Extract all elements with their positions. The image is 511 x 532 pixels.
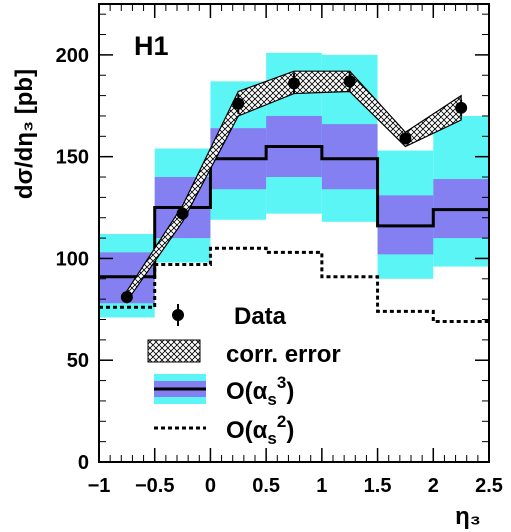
legend-data-label: Data: [234, 303, 287, 330]
y-tick-label: 50: [67, 350, 89, 372]
y-tick-label: 200: [56, 45, 89, 67]
y-axis-ticks: 0 50 100 150 200: [56, 13, 489, 474]
x-tick-label: 0.5: [252, 475, 280, 497]
data-point: [343, 71, 356, 92]
data-point: [288, 73, 300, 94]
x-axis-label: η₃: [455, 503, 481, 530]
x-tick-label: 1.5: [364, 475, 392, 497]
lo-histogram-line: [99, 246, 489, 324]
data-point: [455, 99, 468, 116]
chart-title: H1: [134, 31, 169, 61]
x-tick-label: −0.5: [135, 475, 174, 497]
legend-lo-label: O(αs2): [226, 412, 294, 448]
x-axis-ticks: −1 −0.5 0 0.5 1 1.5 2 2.5: [88, 4, 503, 497]
y-tick-label: 100: [56, 248, 89, 270]
data-point: [232, 93, 245, 114]
nlo-inner-band-bin: [321, 124, 378, 190]
data-points: [120, 71, 468, 304]
legend-corr-label: corr. error: [226, 341, 341, 368]
x-tick-label: 1: [316, 475, 327, 497]
legend-data-marker: [172, 304, 184, 326]
x-tick-label: 0: [205, 475, 216, 497]
legend: Data corr. error O(αs3) O(αs2): [147, 303, 341, 448]
data-point: [176, 207, 189, 220]
legend-nlo-swatch: [154, 374, 206, 404]
y-tick-label: 0: [78, 452, 89, 474]
y-tick-label: 150: [56, 147, 89, 169]
legend-corr-swatch: [147, 339, 201, 363]
x-tick-label: −1: [88, 475, 111, 497]
x-tick-label: 2: [428, 475, 439, 497]
plot-frame: [98, 3, 490, 463]
correlated-error-band: [126, 70, 462, 304]
nlo-histogram-line: [99, 144, 489, 279]
legend-nlo-label: O(αs3): [226, 373, 294, 409]
data-point: [399, 132, 412, 145]
x-tick-label: 2.5: [475, 475, 503, 497]
y-axis-label: dσ/dη₃ [pb]: [11, 69, 38, 199]
data-point: [120, 291, 133, 304]
